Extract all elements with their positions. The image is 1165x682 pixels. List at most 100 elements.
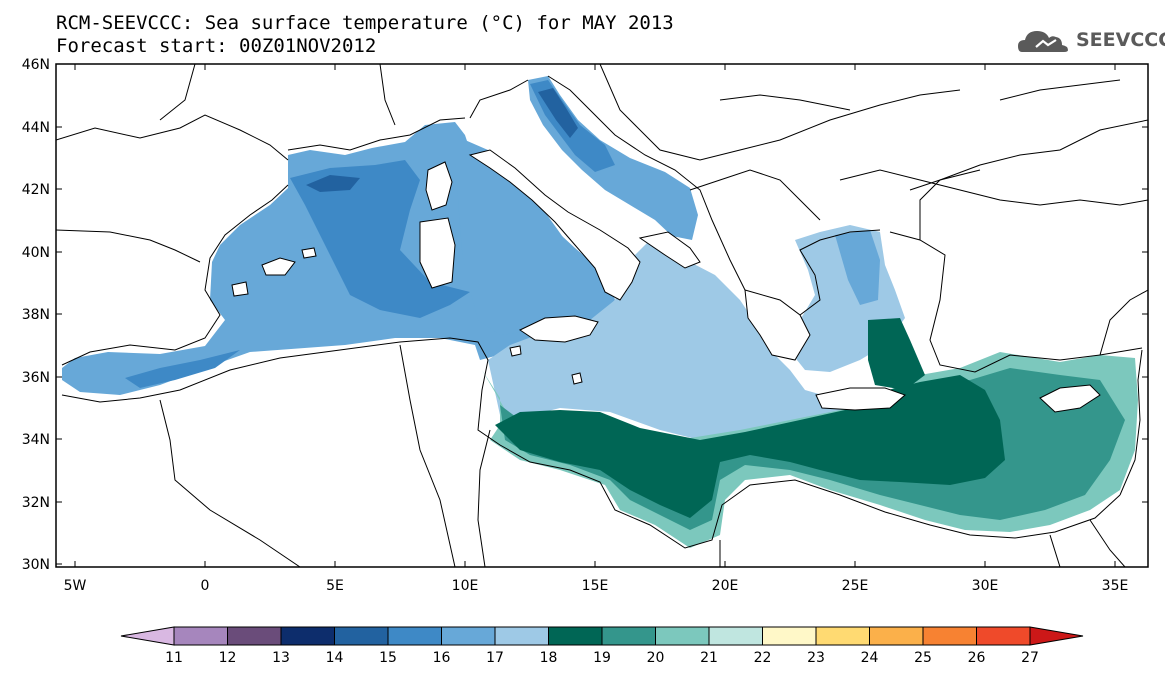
lat-label: 34N <box>22 432 50 448</box>
lon-label: 10E <box>452 578 479 594</box>
border-8 <box>159 64 196 121</box>
colorbar-tick-label: 18 <box>539 650 558 666</box>
tyrrhenian-region <box>455 140 605 335</box>
lat-label: 40N <box>22 245 50 261</box>
colorbar-swatch <box>976 626 1031 646</box>
colorbar-tick-label: 17 <box>486 650 504 666</box>
eastern-med-core <box>495 375 1005 518</box>
colorbar-tick-label: 16 <box>432 650 451 666</box>
adriatic-coldspot <box>538 88 578 138</box>
colorbar-swatch <box>655 626 710 646</box>
map-title: RCM-SEEVCCC: Sea surface temperature (°C… <box>56 12 674 34</box>
border-11 <box>599 64 961 161</box>
north-aegean-core <box>835 230 880 305</box>
coastlines <box>56 64 1148 567</box>
sardinia <box>419 217 456 289</box>
alboran-core <box>125 350 240 388</box>
colorbar-swatch <box>173 626 228 646</box>
spain-med-coast <box>61 184 289 366</box>
ibiza <box>231 281 249 297</box>
menorca <box>301 247 317 259</box>
lon-ticks <box>74 64 1116 567</box>
border-12 <box>719 94 851 111</box>
colorbar-high-arrow <box>1029 626 1084 646</box>
colorbar-tick-label: 21 <box>700 650 718 666</box>
western-med-core <box>290 160 470 318</box>
border-10 <box>469 79 529 119</box>
crete <box>815 387 906 411</box>
lon-labels: 5W 0 5E 10E 15E 20E 25E 30E 35E <box>64 578 1129 594</box>
cloud-icon <box>1018 31 1068 52</box>
gulf-of-lion-coldspot <box>306 175 360 192</box>
iberia-coast <box>56 114 289 161</box>
colorbar-low-arrow <box>120 626 175 646</box>
colorbar-tick-label: 27 <box>1021 650 1039 666</box>
colorbar-tick-label: 15 <box>379 650 397 666</box>
greece-east-coast <box>799 229 881 316</box>
greece-peloponnese <box>744 289 811 361</box>
rhodes-warm-patch <box>868 318 925 390</box>
colorbar-swatch <box>869 626 924 646</box>
lon-label: 35E <box>1102 578 1129 594</box>
colorbar-tick-label: 12 <box>218 650 237 666</box>
colorbar-tick-label: 25 <box>914 650 932 666</box>
sicily <box>518 315 599 343</box>
colorbar-swatch <box>601 626 656 646</box>
lon-label: 15E <box>582 578 609 594</box>
colorbar-swatch <box>441 626 496 646</box>
border-17 <box>1099 289 1148 356</box>
border-1 <box>159 399 301 567</box>
border-2 <box>399 344 456 567</box>
lat-label: 32N <box>22 495 50 511</box>
forecast-start-label: Forecast start: 00Z01NOV2012 <box>56 35 377 57</box>
colorbar-swatch <box>548 626 603 646</box>
colorbar-swatch <box>280 626 335 646</box>
black-sea-coast <box>909 119 1148 191</box>
lon-label: 25E <box>842 578 869 594</box>
colorbar-swatch <box>708 626 763 646</box>
colorbar-swatch <box>815 626 870 646</box>
lon-label: 5W <box>64 578 87 594</box>
lat-label: 38N <box>22 307 50 323</box>
colorbar-tick-label: 23 <box>807 650 825 666</box>
lat-label: 36N <box>22 370 50 386</box>
seevccc-logo: SEEVCCC <box>1016 24 1165 58</box>
border-9 <box>379 64 396 126</box>
colorbar-swatch <box>762 626 817 646</box>
border-16 <box>999 79 1121 101</box>
colorbar-swatch <box>494 626 549 646</box>
italy-heel <box>638 231 701 269</box>
levant-coast <box>1119 349 1143 496</box>
colorbar-tick-label: 20 <box>646 650 665 666</box>
sea-temperature-field <box>62 76 1138 548</box>
lat-label: 30N <box>22 557 50 573</box>
colorbar-tick-label: 26 <box>967 650 986 666</box>
border-3 <box>477 429 491 567</box>
colorbar-tick-label: 19 <box>593 650 611 666</box>
italy-peninsula <box>468 149 641 301</box>
colorbar-tick-label: 14 <box>325 650 344 666</box>
colorbar-tick-label: 13 <box>272 650 290 666</box>
colorbar-tick-label: 24 <box>860 650 879 666</box>
border-13 <box>689 169 821 221</box>
lon-label: 30E <box>972 578 999 594</box>
gozo-lampedusa <box>571 372 583 385</box>
colorbar-tick-label: 22 <box>753 650 772 666</box>
lon-label: 20E <box>712 578 739 594</box>
colorbar <box>120 626 1084 646</box>
lon-label: 0 <box>201 578 210 594</box>
border-14 <box>839 169 1148 206</box>
lat-label: 44N <box>22 120 50 136</box>
logo-text: SEEVCCC <box>1076 29 1165 51</box>
lon-label: 5E <box>326 578 344 594</box>
lat-ticks <box>56 63 1148 565</box>
land-masks <box>231 149 1101 413</box>
border-6 <box>1089 519 1126 567</box>
turkey-coast <box>889 231 1143 373</box>
colorbar-swatch <box>922 626 977 646</box>
map-frame <box>55 63 1149 568</box>
north-africa-coast <box>61 337 1121 549</box>
colorbar-swatch <box>387 626 442 646</box>
lat-label: 46N <box>22 57 50 73</box>
border-5 <box>1049 534 1061 567</box>
